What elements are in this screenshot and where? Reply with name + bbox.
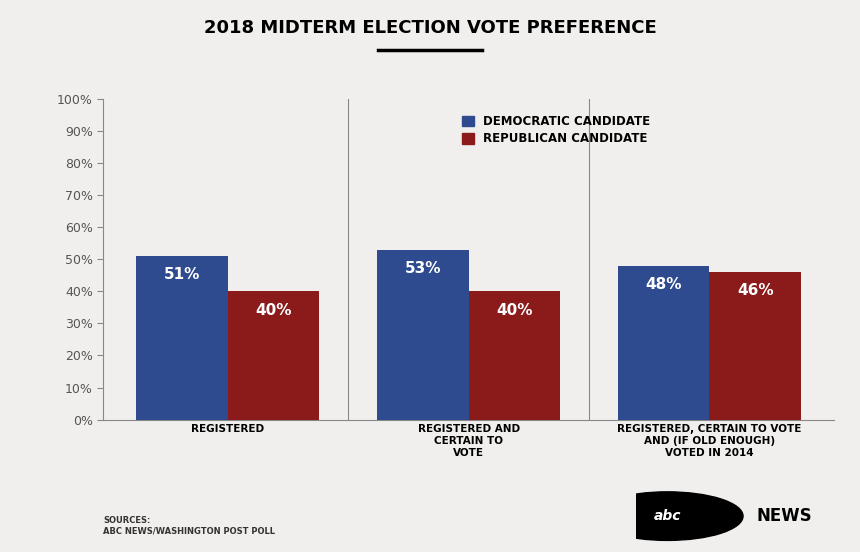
- Text: NEWS: NEWS: [757, 507, 813, 525]
- Bar: [618, 266, 710, 420]
- Text: 2018 MIDTERM ELECTION VOTE PREFERENCE: 2018 MIDTERM ELECTION VOTE PREFERENCE: [204, 19, 656, 38]
- Text: abc: abc: [654, 509, 681, 523]
- Bar: [228, 291, 319, 420]
- Text: 51%: 51%: [164, 268, 200, 283]
- Bar: [710, 272, 801, 420]
- Legend: DEMOCRATIC CANDIDATE, REPUBLICAN CANDIDATE: DEMOCRATIC CANDIDATE, REPUBLICAN CANDIDA…: [458, 112, 654, 149]
- Text: 53%: 53%: [405, 261, 441, 276]
- Text: 40%: 40%: [496, 302, 532, 317]
- Text: 40%: 40%: [255, 302, 292, 317]
- Text: SOURCES:
ABC NEWS/WASHINGTON POST POLL: SOURCES: ABC NEWS/WASHINGTON POST POLL: [103, 516, 275, 535]
- Circle shape: [592, 492, 743, 540]
- Text: 46%: 46%: [737, 284, 773, 299]
- Bar: [378, 250, 469, 420]
- Bar: [469, 291, 560, 420]
- Text: 48%: 48%: [646, 277, 682, 292]
- Bar: [137, 256, 228, 420]
